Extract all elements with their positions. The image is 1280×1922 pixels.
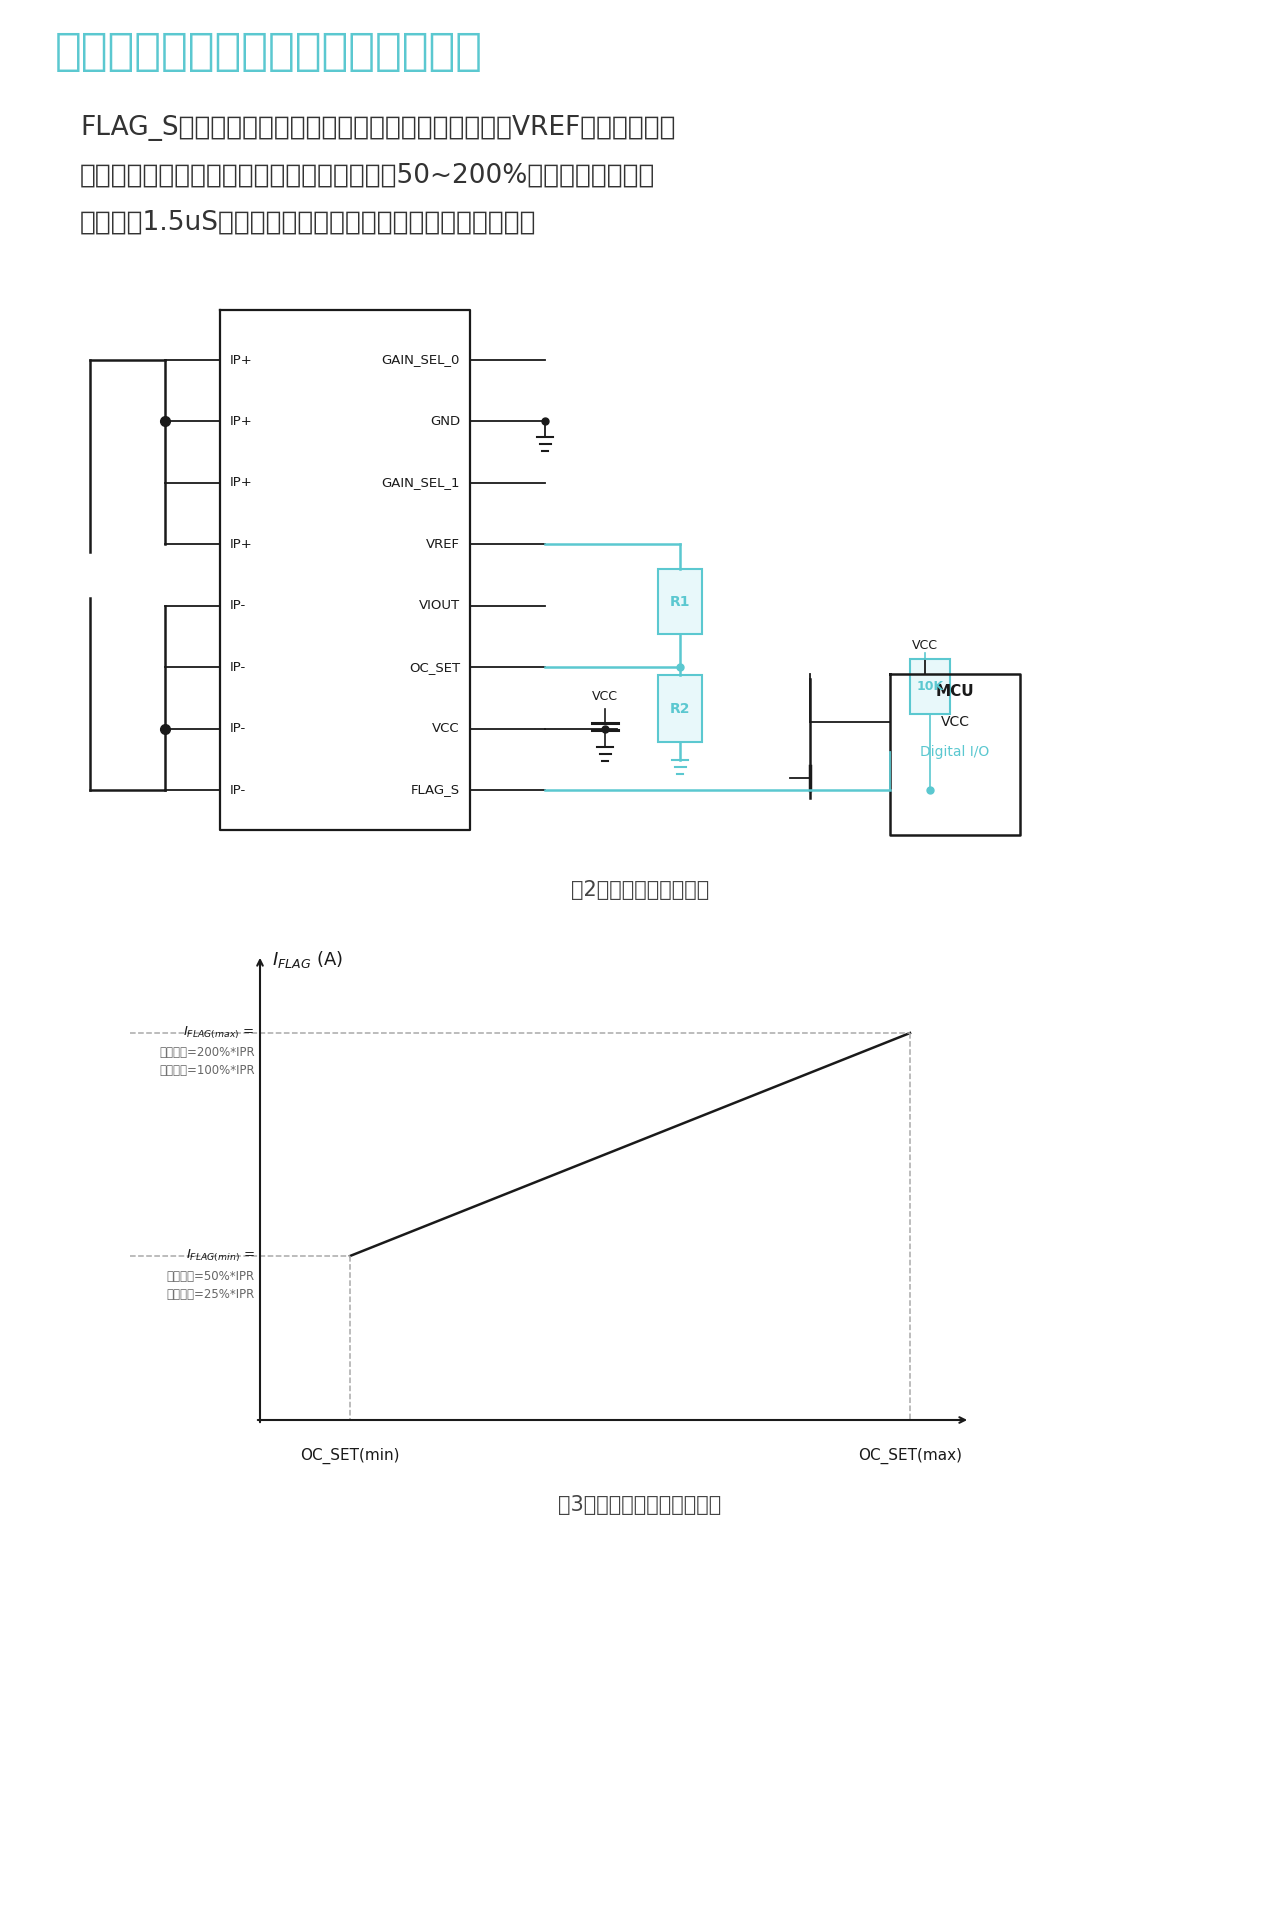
Text: FLAG_S: FLAG_S [411,784,460,796]
Text: $I_{FLAG(max)}$ =: $I_{FLAG(max)}$ = [183,1024,255,1042]
Text: IP+: IP+ [230,415,252,429]
Text: 亮点功能二：过流保护阈值线性可调: 亮点功能二：过流保护阈值线性可调 [55,31,483,73]
Text: OC_SET: OC_SET [408,661,460,673]
Text: 10K: 10K [916,680,943,692]
Text: IP-: IP- [230,600,246,613]
Text: IP+: IP+ [230,354,252,367]
Text: FLAG_S开漏极输出的过流速故障监控功能，允许用户从VREF创建电阻分压: FLAG_S开漏极输出的过流速故障监控功能，允许用户从VREF创建电阻分压 [79,115,676,140]
Text: R1: R1 [669,594,690,609]
Text: VCC: VCC [911,640,938,652]
Text: GND: GND [430,415,460,429]
FancyBboxPatch shape [658,569,701,634]
FancyBboxPatch shape [910,659,950,713]
Text: VCC: VCC [941,715,969,728]
Text: 双向检测=50%*IPR: 双向检测=50%*IPR [166,1270,255,1282]
FancyBboxPatch shape [658,675,701,742]
Text: R2: R2 [669,702,690,715]
Text: 单向检测=100%*IPR: 单向检测=100%*IPR [160,1065,255,1078]
Text: IP-: IP- [230,723,246,734]
Text: IP-: IP- [230,661,246,673]
Text: 具有快至1.5uS响应时间，非常适用于过载或短路故障检测。: 具有快至1.5uS响应时间，非常适用于过载或短路故障检测。 [79,209,536,236]
Text: GAIN_SEL_1: GAIN_SEL_1 [381,477,460,490]
Text: IP+: IP+ [230,477,252,490]
Text: IP-: IP- [230,784,246,796]
Text: 图3：过流阈值线性可调范围: 图3：过流阈值线性可调范围 [558,1495,722,1515]
Text: VCC: VCC [591,690,618,703]
Text: OC_SET(min): OC_SET(min) [301,1447,399,1465]
Text: 双向检测=200%*IPR: 双向检测=200%*IPR [160,1046,255,1059]
Text: MCU: MCU [936,684,974,700]
Text: IP+: IP+ [230,538,252,552]
Text: GAIN_SEL_0: GAIN_SEL_0 [381,354,460,367]
Text: 图2：过流保护功能设置: 图2：过流保护功能设置 [571,880,709,899]
Text: VCC: VCC [433,723,460,734]
Text: Digital I/O: Digital I/O [920,744,989,759]
Text: 单向检测=25%*IPR: 单向检测=25%*IPR [166,1288,255,1301]
Text: $I_{FLAG}$ (A): $I_{FLAG}$ (A) [273,949,343,971]
Text: OC_SET(max): OC_SET(max) [858,1447,963,1465]
Text: 器配置不同输入电压来线性匹配满量程电流的50~200%触发阈值，该功能: 器配置不同输入电压来线性匹配满量程电流的50~200%触发阈值，该功能 [79,163,655,188]
Text: $I_{FLAG(min)}$ =: $I_{FLAG(min)}$ = [186,1247,255,1265]
Text: VREF: VREF [426,538,460,552]
Text: VIOUT: VIOUT [419,600,460,613]
